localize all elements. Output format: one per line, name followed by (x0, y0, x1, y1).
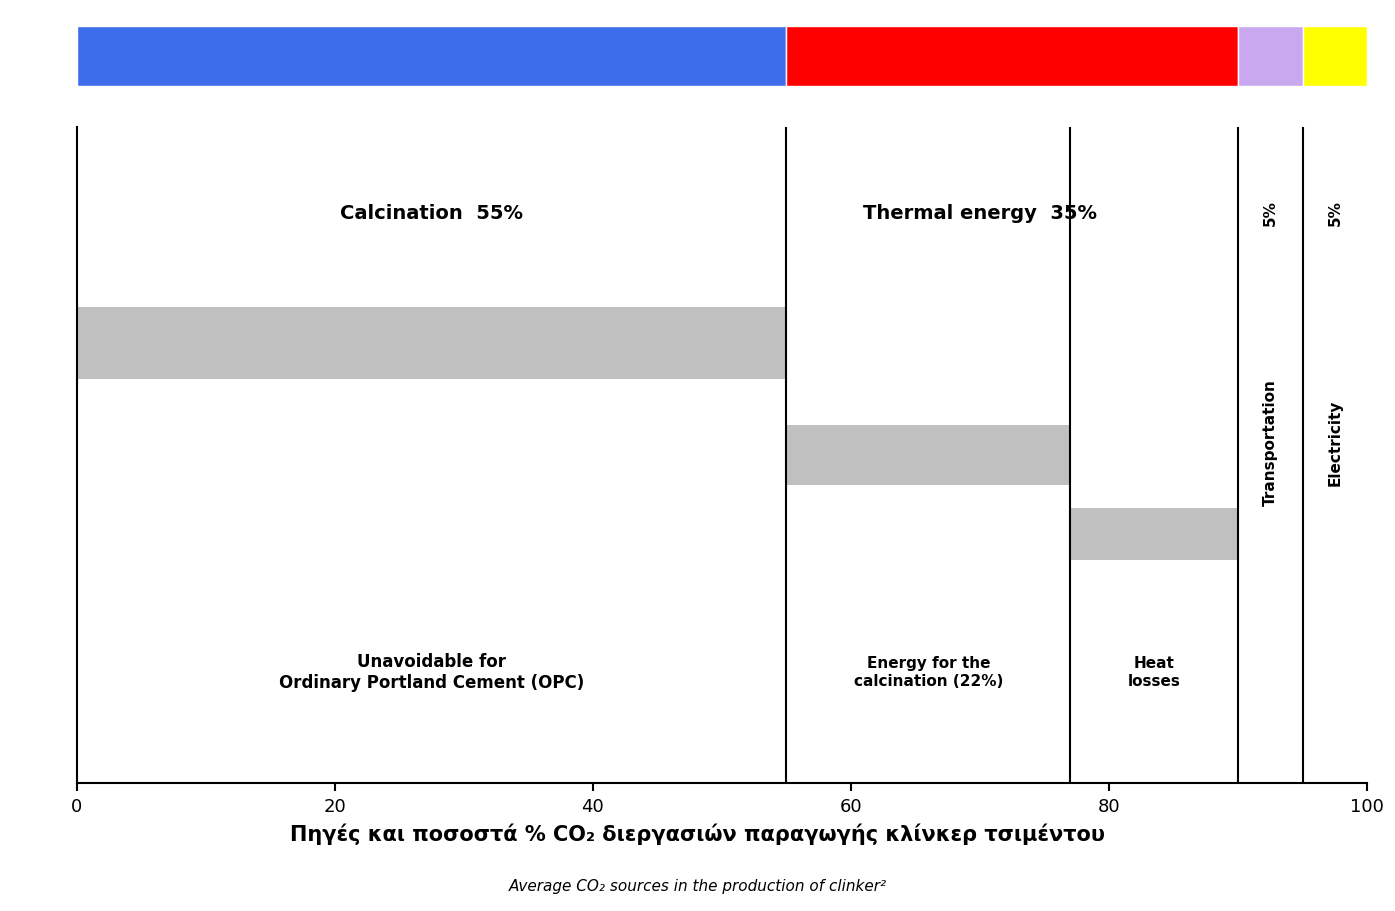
Bar (1070, 508, 1239, 560)
Text: Heat
losses: Heat losses (1127, 656, 1180, 688)
Text: Calcination  55%: Calcination 55% (340, 203, 523, 222)
Text: Transportation: Transportation (1262, 379, 1278, 506)
Text: 5%: 5% (1327, 200, 1342, 226)
Bar (787, 27, 1239, 87)
Text: Thermal energy  35%: Thermal energy 35% (864, 203, 1096, 222)
Bar (1303, 27, 1367, 87)
Text: Πηγές και ποσοστά % CO₂ διεργασιών παραγωγής κλίνκερ τσιμέντου: Πηγές και ποσοστά % CO₂ διεργασιών παραγ… (290, 823, 1105, 844)
Bar (77, 308, 787, 380)
Text: 5%: 5% (1262, 200, 1278, 226)
Bar (1239, 27, 1303, 87)
Bar (787, 426, 1070, 485)
Text: Unavoidable for
Ordinary Portland Cement (OPC): Unavoidable for Ordinary Portland Cement… (279, 652, 585, 691)
Text: Average CO₂ sources in the production of clinker²: Average CO₂ sources in the production of… (508, 878, 887, 893)
Bar (77, 27, 787, 87)
Text: Electricity: Electricity (1327, 399, 1342, 486)
Text: Energy for the
calcination (22%): Energy for the calcination (22%) (854, 656, 1003, 688)
